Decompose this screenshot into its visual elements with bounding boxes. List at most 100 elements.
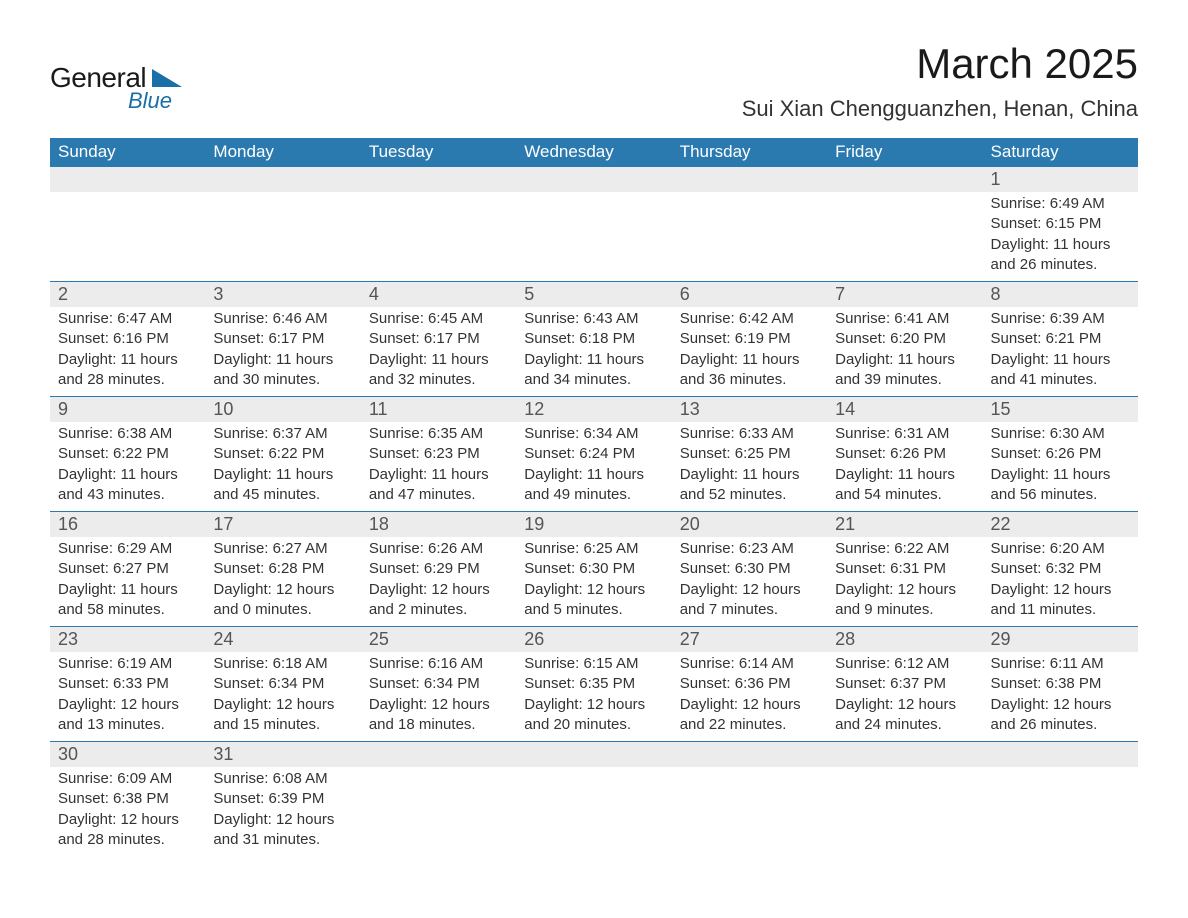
day-number-row: 1 xyxy=(50,167,1138,193)
sunrise-text: Sunrise: 6:37 AM xyxy=(213,424,352,444)
sunset-text: Sunset: 6:28 PM xyxy=(213,559,352,579)
day-number: 13 xyxy=(672,397,827,422)
day-data-cell: Sunrise: 6:09 AMSunset: 6:38 PMDaylight:… xyxy=(50,767,205,856)
day-data-cell: Sunrise: 6:23 AMSunset: 6:30 PMDaylight:… xyxy=(672,537,827,627)
sunset-text: Sunset: 6:17 PM xyxy=(213,329,352,349)
sunrise-text: Sunrise: 6:34 AM xyxy=(524,424,663,444)
day-number: 9 xyxy=(50,397,205,422)
daylight-text: Daylight: 11 hours and 34 minutes. xyxy=(524,350,663,391)
day-number-cell: 19 xyxy=(516,512,671,538)
day-data-cell: Sunrise: 6:19 AMSunset: 6:33 PMDaylight:… xyxy=(50,652,205,742)
sunrise-text: Sunrise: 6:16 AM xyxy=(369,654,508,674)
sunrise-text: Sunrise: 6:41 AM xyxy=(835,309,974,329)
day-data-cell: Sunrise: 6:34 AMSunset: 6:24 PMDaylight:… xyxy=(516,422,671,512)
weekday-header: Saturday xyxy=(983,138,1138,167)
sunrise-text: Sunrise: 6:49 AM xyxy=(991,194,1130,214)
sunrise-text: Sunrise: 6:25 AM xyxy=(524,539,663,559)
daylight-text: Daylight: 12 hours and 11 minutes. xyxy=(991,580,1130,621)
sunrise-text: Sunrise: 6:14 AM xyxy=(680,654,819,674)
day-data-row: Sunrise: 6:29 AMSunset: 6:27 PMDaylight:… xyxy=(50,537,1138,627)
day-number: 11 xyxy=(361,397,516,422)
day-number: 29 xyxy=(983,627,1138,652)
day-number: 5 xyxy=(516,282,671,307)
day-number: 21 xyxy=(827,512,982,537)
day-data-cell: Sunrise: 6:42 AMSunset: 6:19 PMDaylight:… xyxy=(672,307,827,397)
day-number-cell xyxy=(983,742,1138,768)
daylight-text: Daylight: 12 hours and 13 minutes. xyxy=(58,695,197,736)
daylight-text: Daylight: 11 hours and 45 minutes. xyxy=(213,465,352,506)
day-number-cell: 22 xyxy=(983,512,1138,538)
daylight-text: Daylight: 12 hours and 18 minutes. xyxy=(369,695,508,736)
day-data-cell: Sunrise: 6:14 AMSunset: 6:36 PMDaylight:… xyxy=(672,652,827,742)
daylight-text: Daylight: 11 hours and 54 minutes. xyxy=(835,465,974,506)
day-data-cell xyxy=(983,767,1138,856)
sunset-text: Sunset: 6:38 PM xyxy=(58,789,197,809)
daylight-text: Daylight: 11 hours and 39 minutes. xyxy=(835,350,974,391)
daylight-text: Daylight: 11 hours and 43 minutes. xyxy=(58,465,197,506)
sunrise-text: Sunrise: 6:11 AM xyxy=(991,654,1130,674)
daylight-text: Daylight: 12 hours and 2 minutes. xyxy=(369,580,508,621)
day-data-cell: Sunrise: 6:37 AMSunset: 6:22 PMDaylight:… xyxy=(205,422,360,512)
day-data-cell: Sunrise: 6:45 AMSunset: 6:17 PMDaylight:… xyxy=(361,307,516,397)
day-data-cell: Sunrise: 6:33 AMSunset: 6:25 PMDaylight:… xyxy=(672,422,827,512)
month-title: March 2025 xyxy=(742,40,1138,88)
day-number: 20 xyxy=(672,512,827,537)
day-data-cell xyxy=(50,192,205,282)
sunrise-text: Sunrise: 6:20 AM xyxy=(991,539,1130,559)
day-data-cell: Sunrise: 6:15 AMSunset: 6:35 PMDaylight:… xyxy=(516,652,671,742)
sunset-text: Sunset: 6:21 PM xyxy=(991,329,1130,349)
sunset-text: Sunset: 6:15 PM xyxy=(991,214,1130,234)
location-text: Sui Xian Chengguanzhen, Henan, China xyxy=(742,96,1138,122)
day-data-cell: Sunrise: 6:43 AMSunset: 6:18 PMDaylight:… xyxy=(516,307,671,397)
sunrise-text: Sunrise: 6:26 AM xyxy=(369,539,508,559)
day-number-cell: 6 xyxy=(672,282,827,308)
sunset-text: Sunset: 6:19 PM xyxy=(680,329,819,349)
weekday-header: Monday xyxy=(205,138,360,167)
sunset-text: Sunset: 6:25 PM xyxy=(680,444,819,464)
daylight-text: Daylight: 12 hours and 22 minutes. xyxy=(680,695,819,736)
day-data-cell: Sunrise: 6:29 AMSunset: 6:27 PMDaylight:… xyxy=(50,537,205,627)
sunset-text: Sunset: 6:36 PM xyxy=(680,674,819,694)
sunrise-text: Sunrise: 6:46 AM xyxy=(213,309,352,329)
day-data-cell xyxy=(205,192,360,282)
sunset-text: Sunset: 6:29 PM xyxy=(369,559,508,579)
day-number: 26 xyxy=(516,627,671,652)
day-data-cell: Sunrise: 6:11 AMSunset: 6:38 PMDaylight:… xyxy=(983,652,1138,742)
day-data-row: Sunrise: 6:09 AMSunset: 6:38 PMDaylight:… xyxy=(50,767,1138,856)
sunrise-text: Sunrise: 6:19 AM xyxy=(58,654,197,674)
sunset-text: Sunset: 6:22 PM xyxy=(58,444,197,464)
day-number-cell: 21 xyxy=(827,512,982,538)
weekday-header: Friday xyxy=(827,138,982,167)
day-data-cell: Sunrise: 6:35 AMSunset: 6:23 PMDaylight:… xyxy=(361,422,516,512)
weekday-header: Thursday xyxy=(672,138,827,167)
daylight-text: Daylight: 11 hours and 28 minutes. xyxy=(58,350,197,391)
day-data-cell xyxy=(516,192,671,282)
sunrise-text: Sunrise: 6:23 AM xyxy=(680,539,819,559)
day-number: 1 xyxy=(983,167,1138,192)
sunrise-text: Sunrise: 6:33 AM xyxy=(680,424,819,444)
day-data-row: Sunrise: 6:38 AMSunset: 6:22 PMDaylight:… xyxy=(50,422,1138,512)
sunset-text: Sunset: 6:33 PM xyxy=(58,674,197,694)
day-data-row: Sunrise: 6:49 AMSunset: 6:15 PMDaylight:… xyxy=(50,192,1138,282)
sunset-text: Sunset: 6:18 PM xyxy=(524,329,663,349)
weekday-header-row: Sunday Monday Tuesday Wednesday Thursday… xyxy=(50,138,1138,167)
day-data-cell xyxy=(361,767,516,856)
day-number-cell xyxy=(361,742,516,768)
sunset-text: Sunset: 6:31 PM xyxy=(835,559,974,579)
daylight-text: Daylight: 11 hours and 30 minutes. xyxy=(213,350,352,391)
day-data-cell: Sunrise: 6:30 AMSunset: 6:26 PMDaylight:… xyxy=(983,422,1138,512)
day-number-cell xyxy=(672,167,827,193)
daylight-text: Daylight: 12 hours and 5 minutes. xyxy=(524,580,663,621)
day-number-cell: 15 xyxy=(983,397,1138,423)
sunset-text: Sunset: 6:23 PM xyxy=(369,444,508,464)
day-number-cell: 12 xyxy=(516,397,671,423)
daylight-text: Daylight: 12 hours and 7 minutes. xyxy=(680,580,819,621)
day-number-cell: 18 xyxy=(361,512,516,538)
day-data-cell: Sunrise: 6:41 AMSunset: 6:20 PMDaylight:… xyxy=(827,307,982,397)
day-data-cell: Sunrise: 6:12 AMSunset: 6:37 PMDaylight:… xyxy=(827,652,982,742)
sunset-text: Sunset: 6:34 PM xyxy=(369,674,508,694)
day-data-cell: Sunrise: 6:18 AMSunset: 6:34 PMDaylight:… xyxy=(205,652,360,742)
day-number: 14 xyxy=(827,397,982,422)
daylight-text: Daylight: 11 hours and 41 minutes. xyxy=(991,350,1130,391)
day-data-cell: Sunrise: 6:26 AMSunset: 6:29 PMDaylight:… xyxy=(361,537,516,627)
